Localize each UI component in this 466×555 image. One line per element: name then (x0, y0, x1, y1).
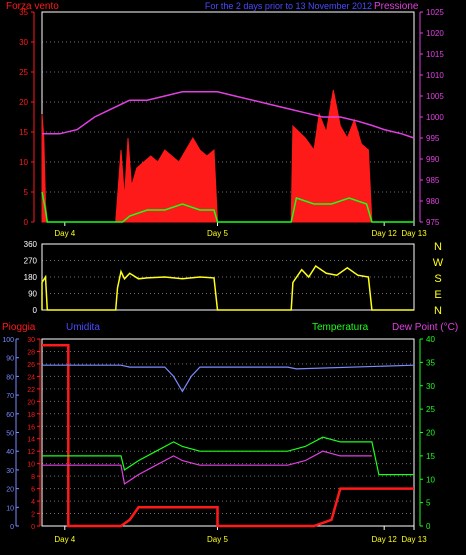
wind-left-tick-label: 0 (24, 218, 29, 227)
temperature-tick-label: 0 (426, 522, 431, 531)
pressure-right-tick-label: 990 (426, 155, 440, 164)
rain-tick-label: 4 (31, 499, 35, 506)
humidity-tick-label: 70 (6, 393, 14, 400)
rain-x-tick-label: Day 12 (371, 535, 397, 544)
humidity-tick-label: 90 (6, 356, 14, 363)
pressure-right-tick-label: 975 (426, 218, 440, 227)
rain-tick-label: 2 (31, 512, 35, 519)
wind-left-tick-label: 35 (19, 8, 28, 17)
humidity-tick-label: 20 (6, 487, 14, 494)
wind-x-tick-label: Day 5 (207, 229, 228, 238)
compass-label: E (434, 289, 441, 301)
wind-x-tick-label: Day 12 (371, 229, 397, 238)
rain-tick-label: 8 (31, 474, 35, 481)
wind-axis-label: Forza vento (6, 1, 59, 12)
pressure-right-tick-label: 1015 (426, 50, 444, 59)
wind-x-tick-label: Day 13 (401, 229, 427, 238)
wind-speed-series (41, 89, 414, 223)
wind-left-tick-label: 10 (19, 158, 28, 167)
rain-tick-label: 20 (27, 399, 35, 406)
rain-tick-label: 18 (27, 412, 35, 419)
wind-direction-series (41, 264, 414, 311)
humidity-tick-label: 100 (2, 337, 14, 344)
rain-tick-label: 28 (27, 349, 35, 356)
direction-tick-label: 270 (24, 257, 38, 266)
temperature-tick-label: 30 (426, 382, 435, 391)
humidity-series (42, 364, 415, 393)
wind-left-tick-label: 5 (24, 188, 29, 197)
compass-label: N (434, 241, 442, 253)
pressure-axis-label: Pressione (374, 1, 419, 12)
temperature-tick-label: 40 (426, 335, 435, 344)
wind-left-tick-label: 15 (19, 128, 28, 137)
humidity-tick-label: 80 (6, 374, 14, 381)
pressure-series (42, 91, 415, 139)
temperature-tick-label: 35 (426, 358, 435, 367)
temperature-tick-label: 20 (426, 429, 435, 438)
rain-tick-label: 24 (27, 374, 35, 381)
rain-tick-label: 12 (27, 449, 35, 456)
pressure-right-tick-label: 1020 (426, 29, 444, 38)
pressure-right-tick-label: 980 (426, 197, 440, 206)
humidity-tick-label: 0 (10, 524, 14, 531)
rain-tick-label: 30 (27, 337, 35, 344)
pressure-right-tick-label: 1000 (426, 113, 444, 122)
wind-x-tick-label: Day 4 (54, 229, 75, 238)
temperature-tick-label: 5 (426, 499, 431, 508)
wind-left-tick-label: 20 (19, 98, 28, 107)
rain-tick-label: 26 (27, 362, 35, 369)
wind-chart-title: For the 2 days prior to 13 November 2012 (205, 1, 372, 11)
rain-x-tick-label: Day 13 (401, 535, 427, 544)
rain-tick-label: 6 (31, 487, 35, 494)
pressure-right-tick-label: 1025 (426, 8, 444, 17)
rain-tick-label: 14 (27, 437, 35, 444)
rain-x-tick-label: Day 4 (54, 535, 75, 544)
humidity-tick-label: 40 (6, 449, 14, 456)
temperature-tick-label: 10 (426, 475, 435, 484)
legend-temperatura: Temperatura (312, 322, 369, 333)
wind-left-tick-label: 30 (19, 38, 28, 47)
temperature-tick-label: 25 (426, 405, 435, 414)
direction-tick-label: 90 (28, 290, 37, 299)
direction-tick-label: 180 (24, 273, 38, 282)
wind-left-tick-label: 25 (19, 68, 28, 77)
legend-umidita: Umidita (66, 322, 100, 333)
pressure-right-tick-label: 1005 (426, 92, 444, 101)
compass-label: S (434, 273, 441, 285)
compass-label: N (434, 305, 442, 317)
temperature-tick-label: 15 (426, 452, 435, 461)
pressure-right-tick-label: 1010 (426, 71, 444, 80)
rain-x-tick-label: Day 5 (207, 535, 228, 544)
dew-point-series (42, 450, 372, 485)
temperature-series (42, 436, 414, 476)
rain-series (42, 343, 414, 528)
pressure-right-tick-label: 985 (426, 176, 440, 185)
rain-tick-label: 0 (31, 524, 35, 531)
rain-tick-label: 16 (27, 424, 35, 431)
compass-label: W (433, 257, 444, 269)
direction-tick-label: 360 (24, 240, 38, 249)
humidity-tick-label: 50 (6, 431, 14, 438)
humidity-tick-label: 10 (6, 505, 14, 512)
wind-gust-series (41, 191, 414, 223)
humidity-tick-label: 60 (6, 412, 14, 419)
legend-pioggia: Pioggia (2, 322, 36, 333)
rain-tick-label: 22 (27, 387, 35, 394)
direction-tick-label: 0 (33, 306, 38, 315)
humidity-tick-label: 30 (6, 468, 14, 475)
legend-dew-point: Dew Point (°C) (392, 322, 458, 333)
pressure-right-tick-label: 995 (426, 134, 440, 143)
rain-tick-label: 10 (27, 462, 35, 469)
